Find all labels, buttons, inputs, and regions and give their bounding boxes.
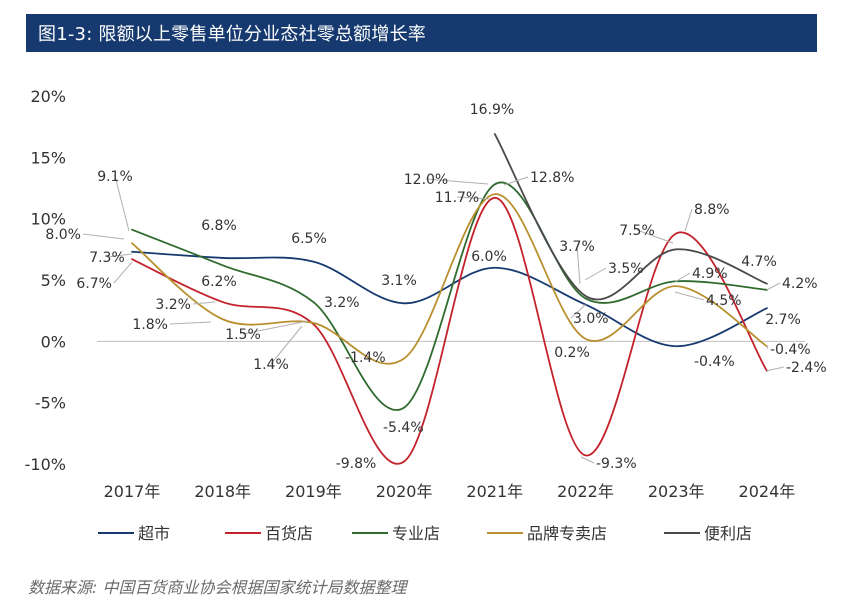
legend-label: 百货店 bbox=[265, 524, 313, 543]
data-label: -9.8% bbox=[336, 456, 377, 472]
data-label: 4.2% bbox=[782, 276, 818, 292]
data-label: -9.3% bbox=[596, 456, 637, 472]
x-tick-label: 2018年 bbox=[194, 482, 251, 501]
data-label: 11.7% bbox=[435, 190, 479, 206]
data-label: 1.8% bbox=[132, 317, 168, 333]
label-leader-line bbox=[636, 229, 674, 244]
x-tick-label: 2024年 bbox=[739, 482, 796, 501]
source-note: 数据来源: 中国百货商业协会根据国家统计局数据整理 bbox=[28, 578, 407, 597]
data-label: 12.8% bbox=[530, 170, 574, 186]
series-line bbox=[131, 193, 768, 365]
data-label: 1.5% bbox=[225, 327, 261, 343]
x-tick-label: 2023年 bbox=[648, 482, 705, 501]
data-label: 8.8% bbox=[694, 202, 730, 218]
label-leader-line bbox=[425, 178, 489, 185]
data-label: 7.3% bbox=[89, 250, 125, 266]
x-tick-label: 2020年 bbox=[376, 482, 433, 501]
data-label: 16.9% bbox=[470, 102, 514, 118]
series-line bbox=[131, 250, 768, 348]
legend-label: 便利店 bbox=[704, 524, 752, 543]
legend-label: 专业店 bbox=[392, 524, 440, 543]
data-label: 9.1% bbox=[97, 169, 133, 185]
label-leader-line bbox=[270, 325, 303, 365]
label-leader-line bbox=[584, 267, 607, 281]
data-label: -2.4% bbox=[786, 360, 827, 376]
label-leader-line bbox=[82, 233, 125, 240]
series-line bbox=[131, 181, 768, 411]
data-label: 6.2% bbox=[201, 274, 237, 290]
x-tick-label: 2021年 bbox=[466, 482, 523, 501]
x-tick-label: 2019年 bbox=[285, 482, 342, 501]
y-tick-label: -10% bbox=[25, 455, 66, 474]
line-chart: 20% 15% 10% 5% 0% -5% -10% 2017年 2018年 2019年 2020年… bbox=[25, 87, 827, 543]
y-tick-label: 10% bbox=[30, 210, 66, 229]
y-tick-label: 20% bbox=[30, 87, 66, 106]
y-tick-label: -5% bbox=[35, 394, 66, 413]
label-leader-line bbox=[570, 304, 586, 319]
label-leader-line bbox=[674, 291, 705, 301]
data-label: -1.4% bbox=[345, 350, 386, 366]
label-leader-line bbox=[456, 196, 490, 200]
data-label: 6.8% bbox=[201, 218, 237, 234]
data-label: 6.7% bbox=[76, 276, 112, 292]
data-label: 2.7% bbox=[765, 312, 801, 328]
data-label: 3.5% bbox=[608, 261, 644, 277]
legend-label: 超市 bbox=[138, 524, 170, 543]
y-tick-label: 0% bbox=[41, 332, 66, 351]
data-label: 3.2% bbox=[155, 297, 191, 313]
label-leader-line bbox=[684, 208, 693, 232]
data-label: 4.5% bbox=[706, 293, 742, 309]
data-label: 0.2% bbox=[554, 345, 590, 361]
label-leader-line bbox=[766, 366, 785, 372]
label-leader-line bbox=[766, 282, 781, 291]
data-label: 7.5% bbox=[619, 223, 655, 239]
data-label: 8.0% bbox=[45, 227, 81, 243]
data-label: 12.0% bbox=[404, 172, 448, 188]
data-label: -0.4% bbox=[770, 342, 811, 358]
label-leader-line bbox=[580, 456, 595, 464]
label-leader-line bbox=[503, 176, 529, 186]
label-leader-line bbox=[113, 261, 133, 284]
data-label: 3.1% bbox=[381, 273, 417, 289]
data-label: 3.0% bbox=[573, 311, 609, 327]
label-leader-line bbox=[106, 253, 133, 258]
data-label: 6.5% bbox=[291, 231, 327, 247]
label-leader-line bbox=[192, 301, 216, 305]
label-leader-line bbox=[242, 320, 309, 335]
y-tick-label: 5% bbox=[41, 271, 66, 290]
label-leader-line bbox=[674, 272, 691, 283]
label-leader-line bbox=[114, 175, 130, 232]
x-tick-label: 2022年 bbox=[557, 482, 614, 501]
series-line bbox=[493, 133, 768, 301]
y-tick-label: 15% bbox=[30, 148, 66, 167]
data-label: 3.2% bbox=[324, 295, 360, 311]
label-leader-line bbox=[576, 245, 581, 285]
chart-area: 20% 15% 10% 5% 0% -5% -10% 2017年 2018年 2019年 2020年… bbox=[25, 87, 827, 543]
x-tick-label: 2017年 bbox=[104, 482, 161, 501]
label-leader-line bbox=[169, 321, 212, 325]
series-line bbox=[131, 196, 768, 465]
chart-title: 图1-3: 限额以上零售单位分业态社零总额增长率 bbox=[26, 14, 817, 52]
data-label: 4.9% bbox=[692, 266, 728, 282]
data-label: 3.7% bbox=[559, 239, 595, 255]
data-label: 1.4% bbox=[253, 357, 289, 373]
data-label: 6.0% bbox=[471, 249, 507, 265]
data-label: 4.7% bbox=[741, 254, 777, 270]
legend-label: 品牌专卖店 bbox=[527, 524, 607, 543]
data-label: -0.4% bbox=[694, 354, 735, 370]
label-leader-line bbox=[766, 346, 769, 350]
data-label: -5.4% bbox=[383, 420, 424, 436]
